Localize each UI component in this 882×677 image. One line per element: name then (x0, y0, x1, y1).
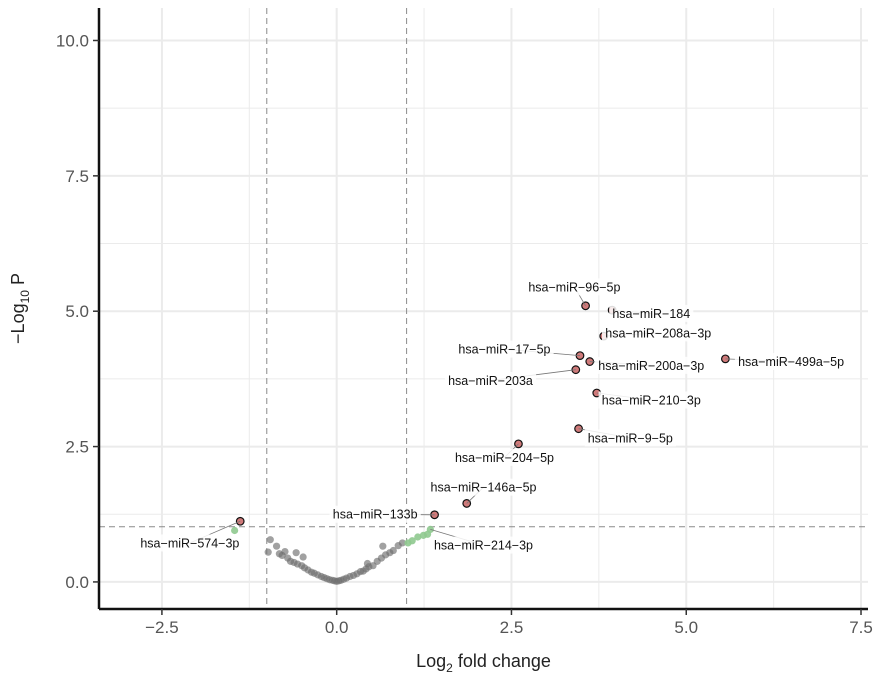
ns-point (272, 542, 281, 550)
ns-point (398, 539, 407, 547)
point-label-bg (602, 324, 715, 342)
x-tick-label: −2.5 (145, 618, 179, 637)
ns-point (264, 548, 272, 556)
point-label-bg (430, 536, 537, 554)
ns-point (281, 548, 289, 556)
point-label: hsa−miR−17−5p (458, 343, 550, 357)
point-label-bg (734, 353, 848, 371)
point-label: hsa−miR−208a−3p (605, 326, 711, 340)
x-tick-label: 5.0 (674, 618, 698, 637)
point-labels: hsa−miR−574−3p hsa−miR−133b hsa−miR−214−3p… (137, 278, 848, 554)
point-label-bg (598, 391, 704, 409)
x-tick-label: 2.5 (500, 618, 524, 637)
point-label-bg (329, 505, 421, 523)
ns-point (389, 546, 397, 555)
point-label: hsa−miR−9−5p (588, 431, 673, 445)
y-tick-label: 5.0 (65, 302, 89, 321)
fc-point (231, 526, 239, 535)
point-label-bg (595, 356, 708, 374)
point-label-bg (451, 448, 558, 466)
y-tick-label: 10.0 (56, 31, 89, 50)
point-label-bg (584, 429, 676, 447)
point-label: hsa−miR−574−3p (140, 536, 239, 550)
y-tick-label: 7.5 (65, 167, 89, 186)
point-label: hsa−miR−200a−3p (598, 359, 704, 373)
point-label: hsa−miR−146a−5p (431, 481, 537, 495)
point-label: hsa−miR−499a−5p (738, 355, 844, 369)
point-label-bg (444, 372, 537, 390)
point-label-bg (137, 534, 243, 552)
point-label-bg (609, 304, 694, 322)
y-tick-label: 2.5 (65, 438, 89, 457)
ns-point (363, 559, 372, 568)
ns-point (379, 542, 387, 550)
point-label: hsa−miR−203a (448, 374, 533, 388)
tick-labels: −2.5 0.0 2.5 5.0 7.5 0.0 2.5 5.0 7.5 10.0 (56, 31, 873, 637)
point-label: hsa−miR−133b (333, 508, 418, 522)
point-label-bg (427, 478, 540, 496)
axes (97, 8, 868, 611)
ns-point (292, 549, 300, 557)
y-tick-label: 0.0 (65, 573, 89, 592)
y-axis-title: −Log10 P (8, 273, 32, 344)
point-label-bg (525, 278, 624, 296)
x-tick-label: 7.5 (849, 618, 873, 637)
x-axis-title: Log2 fold change (416, 651, 551, 675)
fc-point (414, 533, 422, 541)
ns-point (299, 553, 307, 561)
point-label-bg (455, 340, 554, 358)
x-tick-label: 0.0 (325, 618, 349, 637)
fc-point (408, 537, 416, 545)
point-label: hsa−miR−210−3p (602, 394, 701, 408)
point-label: hsa−miR−184 (612, 307, 690, 321)
point-label: hsa−miR−96−5p (528, 280, 620, 294)
ns-point (266, 536, 274, 544)
point-label: hsa−miR−214−3p (434, 539, 533, 553)
point-label: hsa−miR−204−5p (455, 451, 554, 465)
